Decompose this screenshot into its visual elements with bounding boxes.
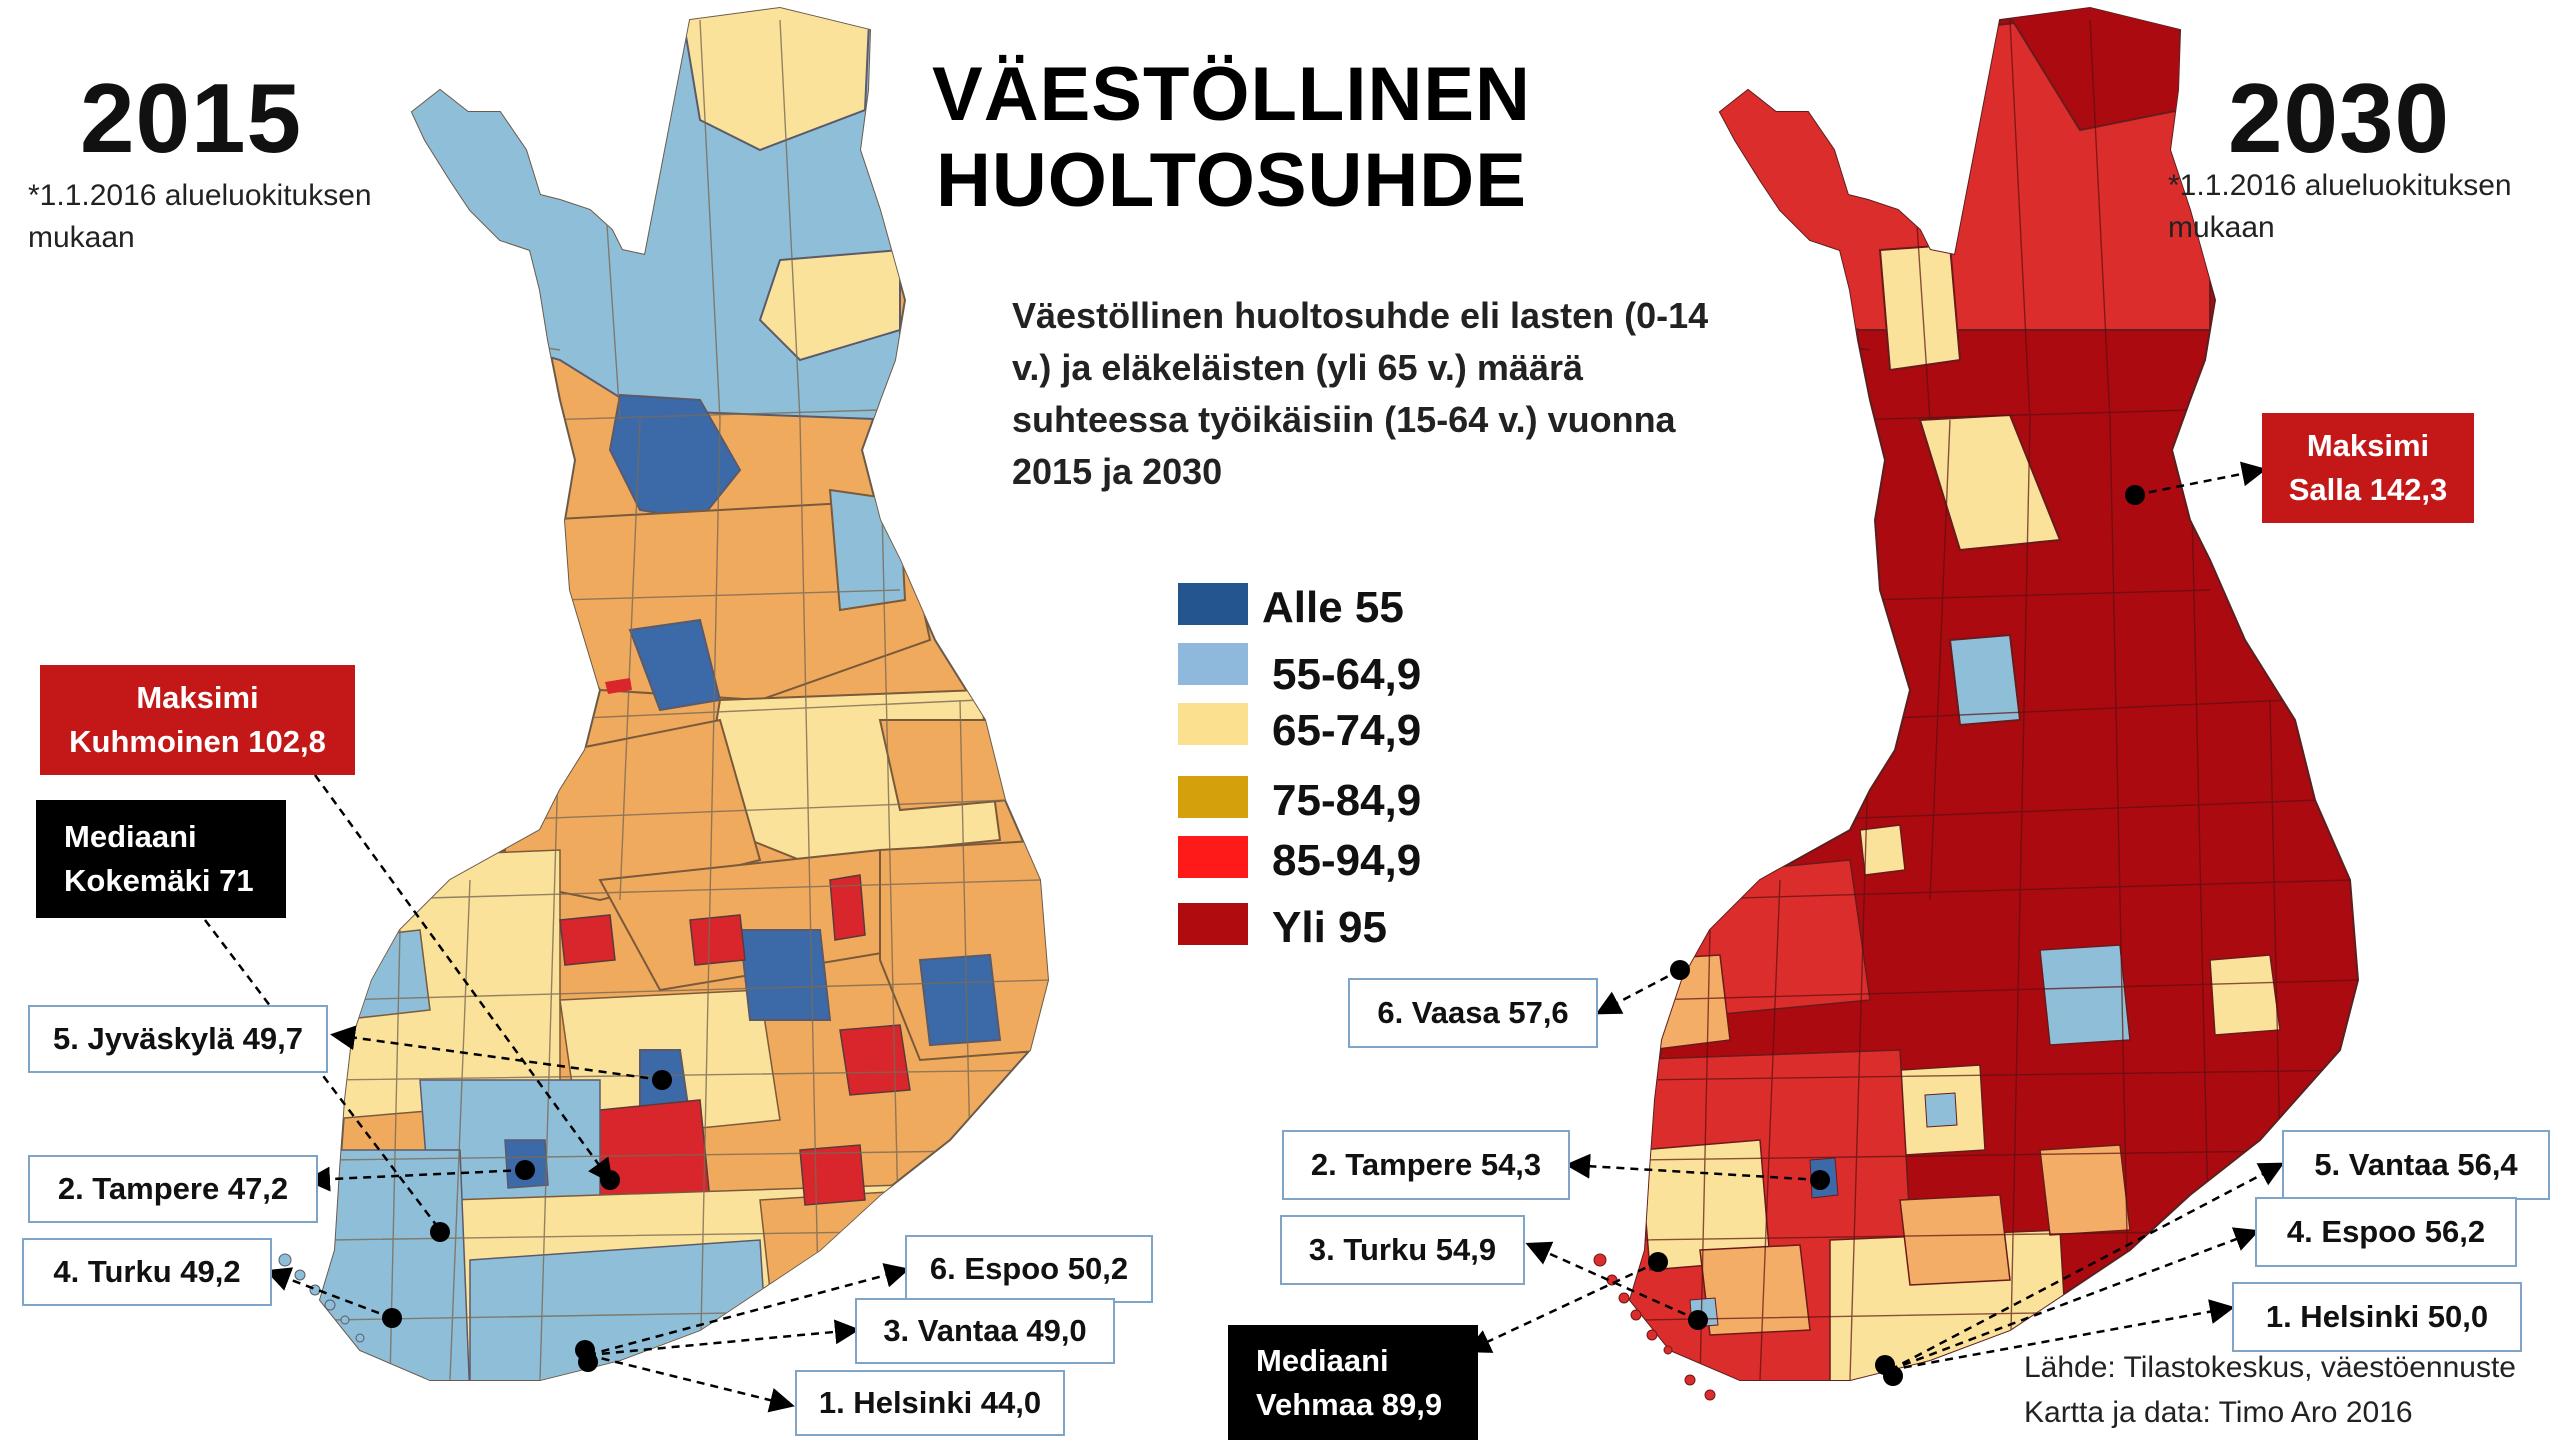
callout-2030-espoo: 4. Espoo 56,2 xyxy=(2255,1197,2517,1267)
region-2030-jyvaskyla-center xyxy=(1924,1092,1958,1128)
dot-2015-turku xyxy=(382,1308,402,1328)
legend-label-4: 85-94,9 xyxy=(1272,836,1422,885)
callout-2030-vaasa: 6. Vaasa 57,6 xyxy=(1348,978,1598,1048)
legend-swatch-5 xyxy=(1178,903,1248,945)
callout-2015-max-line1: Maksimi xyxy=(136,680,259,715)
municipality-borders-2030 xyxy=(1639,19,2358,1380)
legend-label-1: 55-64,9 xyxy=(1272,650,1422,699)
legend-swatch-2 xyxy=(1178,703,1248,745)
callout-2015-helsinki: 1. Helsinki 44,0 xyxy=(795,1370,1065,1436)
region-2015-savo-red2 xyxy=(559,914,616,966)
callout-2015-max: Maksimi Kuhmoinen 102,8 xyxy=(40,665,355,775)
region-2015-savo-red3 xyxy=(829,874,866,941)
island-2015-red xyxy=(605,678,632,694)
source-line-2: Kartta ja data: Timo Aro 2016 xyxy=(2024,1396,2413,1429)
region-2015-kainuu-east xyxy=(878,719,1012,812)
note-2015: *1.1.2016 alueluokituksen mukaan xyxy=(28,179,372,254)
region-2030-joensuu xyxy=(2209,954,2281,1036)
leader-lines xyxy=(204,461,2285,1413)
region-2015-top-yellow xyxy=(678,8,872,152)
map-2015 xyxy=(278,6,1050,1381)
region-2015-south-red xyxy=(799,1144,866,1206)
legend-swatch-4 xyxy=(1178,836,1248,878)
callout-2030-helsinki: 1. Helsinki 50,0 xyxy=(2232,1282,2522,1352)
legend-swatch-0 xyxy=(1178,583,1248,625)
legend-label-3: 75-84,9 xyxy=(1272,776,1422,825)
municipality-borders-2015 xyxy=(329,19,1048,1380)
callout-2030-max-line1: Maksimi xyxy=(2306,428,2430,463)
callout-2015-turku: 4. Turku 49,2 xyxy=(22,1238,272,1306)
legend-swatch-1 xyxy=(1178,643,1248,685)
callout-2015-vantaa: 3. Vantaa 49,0 xyxy=(855,1298,1115,1364)
callout-2015-median-line2: Kokemäki 71 xyxy=(64,863,254,898)
callout-2030-median-line2: Vehmaa 89,9 xyxy=(1256,1386,1443,1422)
dot-2030-helsinki xyxy=(1883,1366,1903,1386)
dot-2015-helsinki xyxy=(578,1352,598,1372)
region-2030-oulu xyxy=(1948,633,2022,727)
callout-2015-max-line2: Kuhmoinen 102,8 xyxy=(69,724,326,759)
islands-2030 xyxy=(1593,1253,1716,1401)
callout-2015-espoo: 6. Espoo 50,2 xyxy=(905,1235,1153,1303)
region-2030-kuopio xyxy=(2039,944,2131,1046)
legend-label-2: 65-74,9 xyxy=(1272,706,1422,755)
dot-2015-tampere xyxy=(515,1160,535,1180)
year-2030: 2030 xyxy=(2228,63,2451,173)
legend-label-0: Alle 55 xyxy=(1262,583,1404,632)
dot-2030-tampere xyxy=(1810,1170,1830,1190)
callout-2015-tampere: 2. Tampere 47,2 xyxy=(28,1155,318,1223)
dot-2030-salla xyxy=(2125,485,2145,505)
city-dots xyxy=(382,485,2145,1386)
callout-2015-median-line1: Mediaani xyxy=(64,819,197,854)
callout-2030-max: Maksimi Salla 142,3 xyxy=(2262,413,2474,523)
region-2030-uusimaa-orange xyxy=(1899,1194,2011,1286)
region-2030-east-south xyxy=(2039,1144,2131,1236)
callout-2030-tampere: 2. Tampere 54,3 xyxy=(1282,1130,1570,1200)
source-note: Lähde: Tilastokeskus, väestöennuste Kart… xyxy=(2024,1345,2516,1435)
dot-2015-kuhmoinen xyxy=(600,1170,620,1190)
year-2015: 2015 xyxy=(80,63,303,173)
callout-2030-turku: 3. Turku 54,9 xyxy=(1280,1215,1525,1285)
region-2030-mid-yellow xyxy=(1859,824,1906,876)
legend-swatch-3 xyxy=(1178,776,1248,818)
dot-2015-jyvaskyla xyxy=(652,1070,672,1090)
callout-2015-median: Mediaani Kokemäki 71 xyxy=(36,800,286,918)
region-2030-enontekio xyxy=(1878,243,1962,372)
islands-2015 xyxy=(278,1253,365,1343)
description: Väestöllinen huoltosuhde eli lasten (0-1… xyxy=(1012,295,1709,492)
dot-2030-vaasa xyxy=(1670,960,1690,980)
region-2015-karelia-red xyxy=(839,1024,911,1096)
region-2015-east-blue xyxy=(918,953,1002,1047)
dot-2030-turku xyxy=(1688,1310,1708,1330)
legend-label-5: Yli 95 xyxy=(1272,903,1387,952)
region-2015-savo-blue xyxy=(738,929,832,1021)
dot-2030-vehmaa xyxy=(1648,1252,1668,1272)
callout-2030-max-line2: Salla 142,3 xyxy=(2288,472,2448,507)
title-line-1: VÄESTÖLLINEN xyxy=(932,52,1531,137)
callout-2030-vantaa: 5. Vantaa 56,4 xyxy=(2282,1130,2550,1200)
dot-2015-kokemaki xyxy=(430,1222,450,1242)
callout-2015-jyvaskyla: 5. Jyväskylä 49,7 xyxy=(28,1005,328,1073)
title-line-2: HUOLTOSUHDE xyxy=(936,138,1527,223)
callout-2030-median: Mediaani Vehmaa 89,9 xyxy=(1228,1325,1478,1440)
region-2015-uusimaa xyxy=(469,1239,771,1380)
callout-2030-median-line1: Mediaani xyxy=(1256,1342,1389,1378)
region-2015-southwest xyxy=(320,1149,471,1380)
page-title: VÄESTÖLLINEN HUOLTOSUHDE xyxy=(932,52,1531,224)
region-2015-savo-red1 xyxy=(689,914,746,966)
source-line-1: Lähde: Tilastokeskus, väestöennuste xyxy=(2024,1351,2516,1384)
note-2030: *1.1.2016 alueluokituksen mukaan xyxy=(2168,169,2512,244)
region-2015-coast-blue xyxy=(329,929,431,1021)
